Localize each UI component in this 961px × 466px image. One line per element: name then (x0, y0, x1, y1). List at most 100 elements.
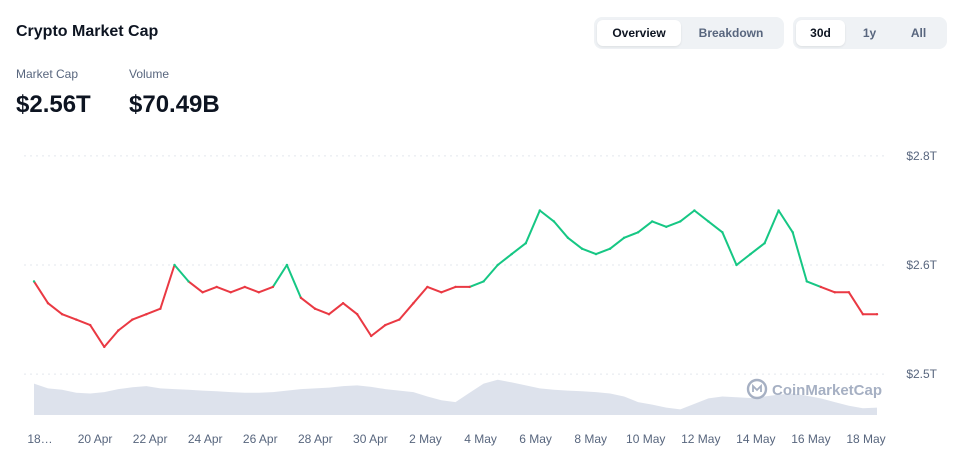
line-segment (609, 236, 626, 250)
line-segment (440, 285, 457, 294)
line-segment (426, 285, 443, 294)
line-segment (370, 324, 387, 337)
x-tick-label: 18… (27, 432, 52, 446)
data-point (103, 345, 106, 349)
line-segment (187, 280, 204, 294)
watermark-text: CoinMarketCap (772, 382, 882, 399)
data-point (622, 236, 626, 239)
x-axis: 18… 20 Apr 22 Apr 24 Apr 26 Apr 28 Apr 30 Apr 2… (27, 432, 885, 446)
line-segment (173, 264, 190, 283)
line-segment (566, 236, 583, 250)
data-point (454, 285, 457, 289)
line-segment (679, 209, 696, 223)
line-segment (707, 220, 724, 234)
data-point (552, 220, 556, 223)
line-segment (384, 318, 401, 327)
line-segment (581, 247, 597, 256)
tab-overview[interactable]: Overview (597, 20, 681, 46)
line-segment (412, 285, 429, 305)
data-point (805, 280, 808, 283)
line-segment (510, 242, 527, 256)
line-segment (271, 264, 288, 288)
line-segment (595, 247, 612, 256)
data-point (524, 242, 527, 245)
line-segment (33, 280, 49, 305)
data-point (833, 291, 836, 294)
line-segment (749, 242, 766, 256)
data-point (89, 323, 92, 327)
data-point (763, 242, 766, 245)
x-tick-label: 8 May (574, 432, 607, 446)
data-point (215, 285, 218, 289)
line-segment (524, 209, 541, 245)
data-point (440, 291, 443, 294)
data-point (721, 231, 724, 234)
range-1y-button[interactable]: 1y (862, 26, 877, 40)
line-segment (117, 318, 134, 332)
market-cap-line[interactable] (32, 209, 879, 349)
data-point (341, 302, 345, 305)
line-segment (805, 280, 822, 288)
x-tick-label: 16 May (791, 432, 830, 446)
data-point (46, 302, 50, 305)
data-point (201, 291, 204, 294)
data-point (257, 291, 260, 294)
data-point (412, 302, 415, 305)
grid-lines (24, 155, 885, 375)
line-segment (61, 313, 78, 321)
coinmarketcap-logo-icon (746, 378, 768, 400)
range-30d-button[interactable]: 30d (796, 20, 845, 46)
line-segment (468, 280, 485, 288)
line-segment (47, 302, 64, 316)
data-point (608, 247, 612, 250)
y-tick-label: $2.6T (906, 258, 937, 272)
line-segment (201, 285, 218, 294)
data-point (791, 231, 794, 234)
data-point (496, 263, 499, 267)
line-segment (314, 307, 330, 316)
data-point (131, 318, 134, 321)
data-point (735, 263, 738, 267)
volume-area (34, 379, 877, 415)
data-point (327, 313, 331, 316)
x-tick-label: 12 May (681, 432, 720, 446)
line-segment (819, 285, 836, 294)
line-segment (482, 264, 499, 283)
page-title: Crypto Market Cap (16, 23, 159, 40)
line-segment (299, 296, 316, 310)
line-segment (285, 264, 302, 299)
line-segment (356, 313, 373, 337)
data-point (749, 252, 752, 256)
x-tick-label: 24 Apr (188, 432, 223, 446)
line-segment (735, 253, 752, 266)
line-segment (847, 291, 864, 316)
data-point (187, 280, 190, 283)
y-axis: $2.8T $2.6T $2.5T (906, 149, 937, 381)
data-point (482, 280, 485, 283)
x-tick-label: 30 Apr (353, 432, 388, 446)
data-point (313, 307, 317, 310)
x-tick-label: 26 Apr (243, 432, 278, 446)
market-cap-label: Market Cap (16, 67, 79, 81)
data-point (538, 209, 541, 212)
line-segment (552, 220, 569, 239)
data-point (356, 313, 359, 316)
x-tick-label: 14 May (736, 432, 775, 446)
market-cap-chart[interactable]: $2.8T $2.6T $2.5T 18… 20 Apr 22 Apr 24 Apr 26 … (0, 130, 961, 466)
range-all-button[interactable]: All (910, 26, 927, 40)
line-segment (75, 318, 92, 327)
x-tick-label: 4 May (464, 432, 497, 446)
y-tick-label: $2.5T (906, 367, 937, 381)
line-segment (229, 285, 246, 294)
x-tick-label: 28 Apr (298, 432, 333, 446)
data-point (679, 220, 682, 223)
data-point (819, 285, 822, 289)
data-point (398, 318, 401, 321)
line-segment (538, 209, 555, 223)
line-segment (651, 220, 668, 228)
data-point (159, 307, 162, 310)
line-segment (398, 302, 415, 321)
x-tick-label: 2 May (409, 432, 442, 446)
tab-breakdown[interactable]: Breakdown (698, 26, 764, 40)
line-segment (103, 329, 120, 348)
